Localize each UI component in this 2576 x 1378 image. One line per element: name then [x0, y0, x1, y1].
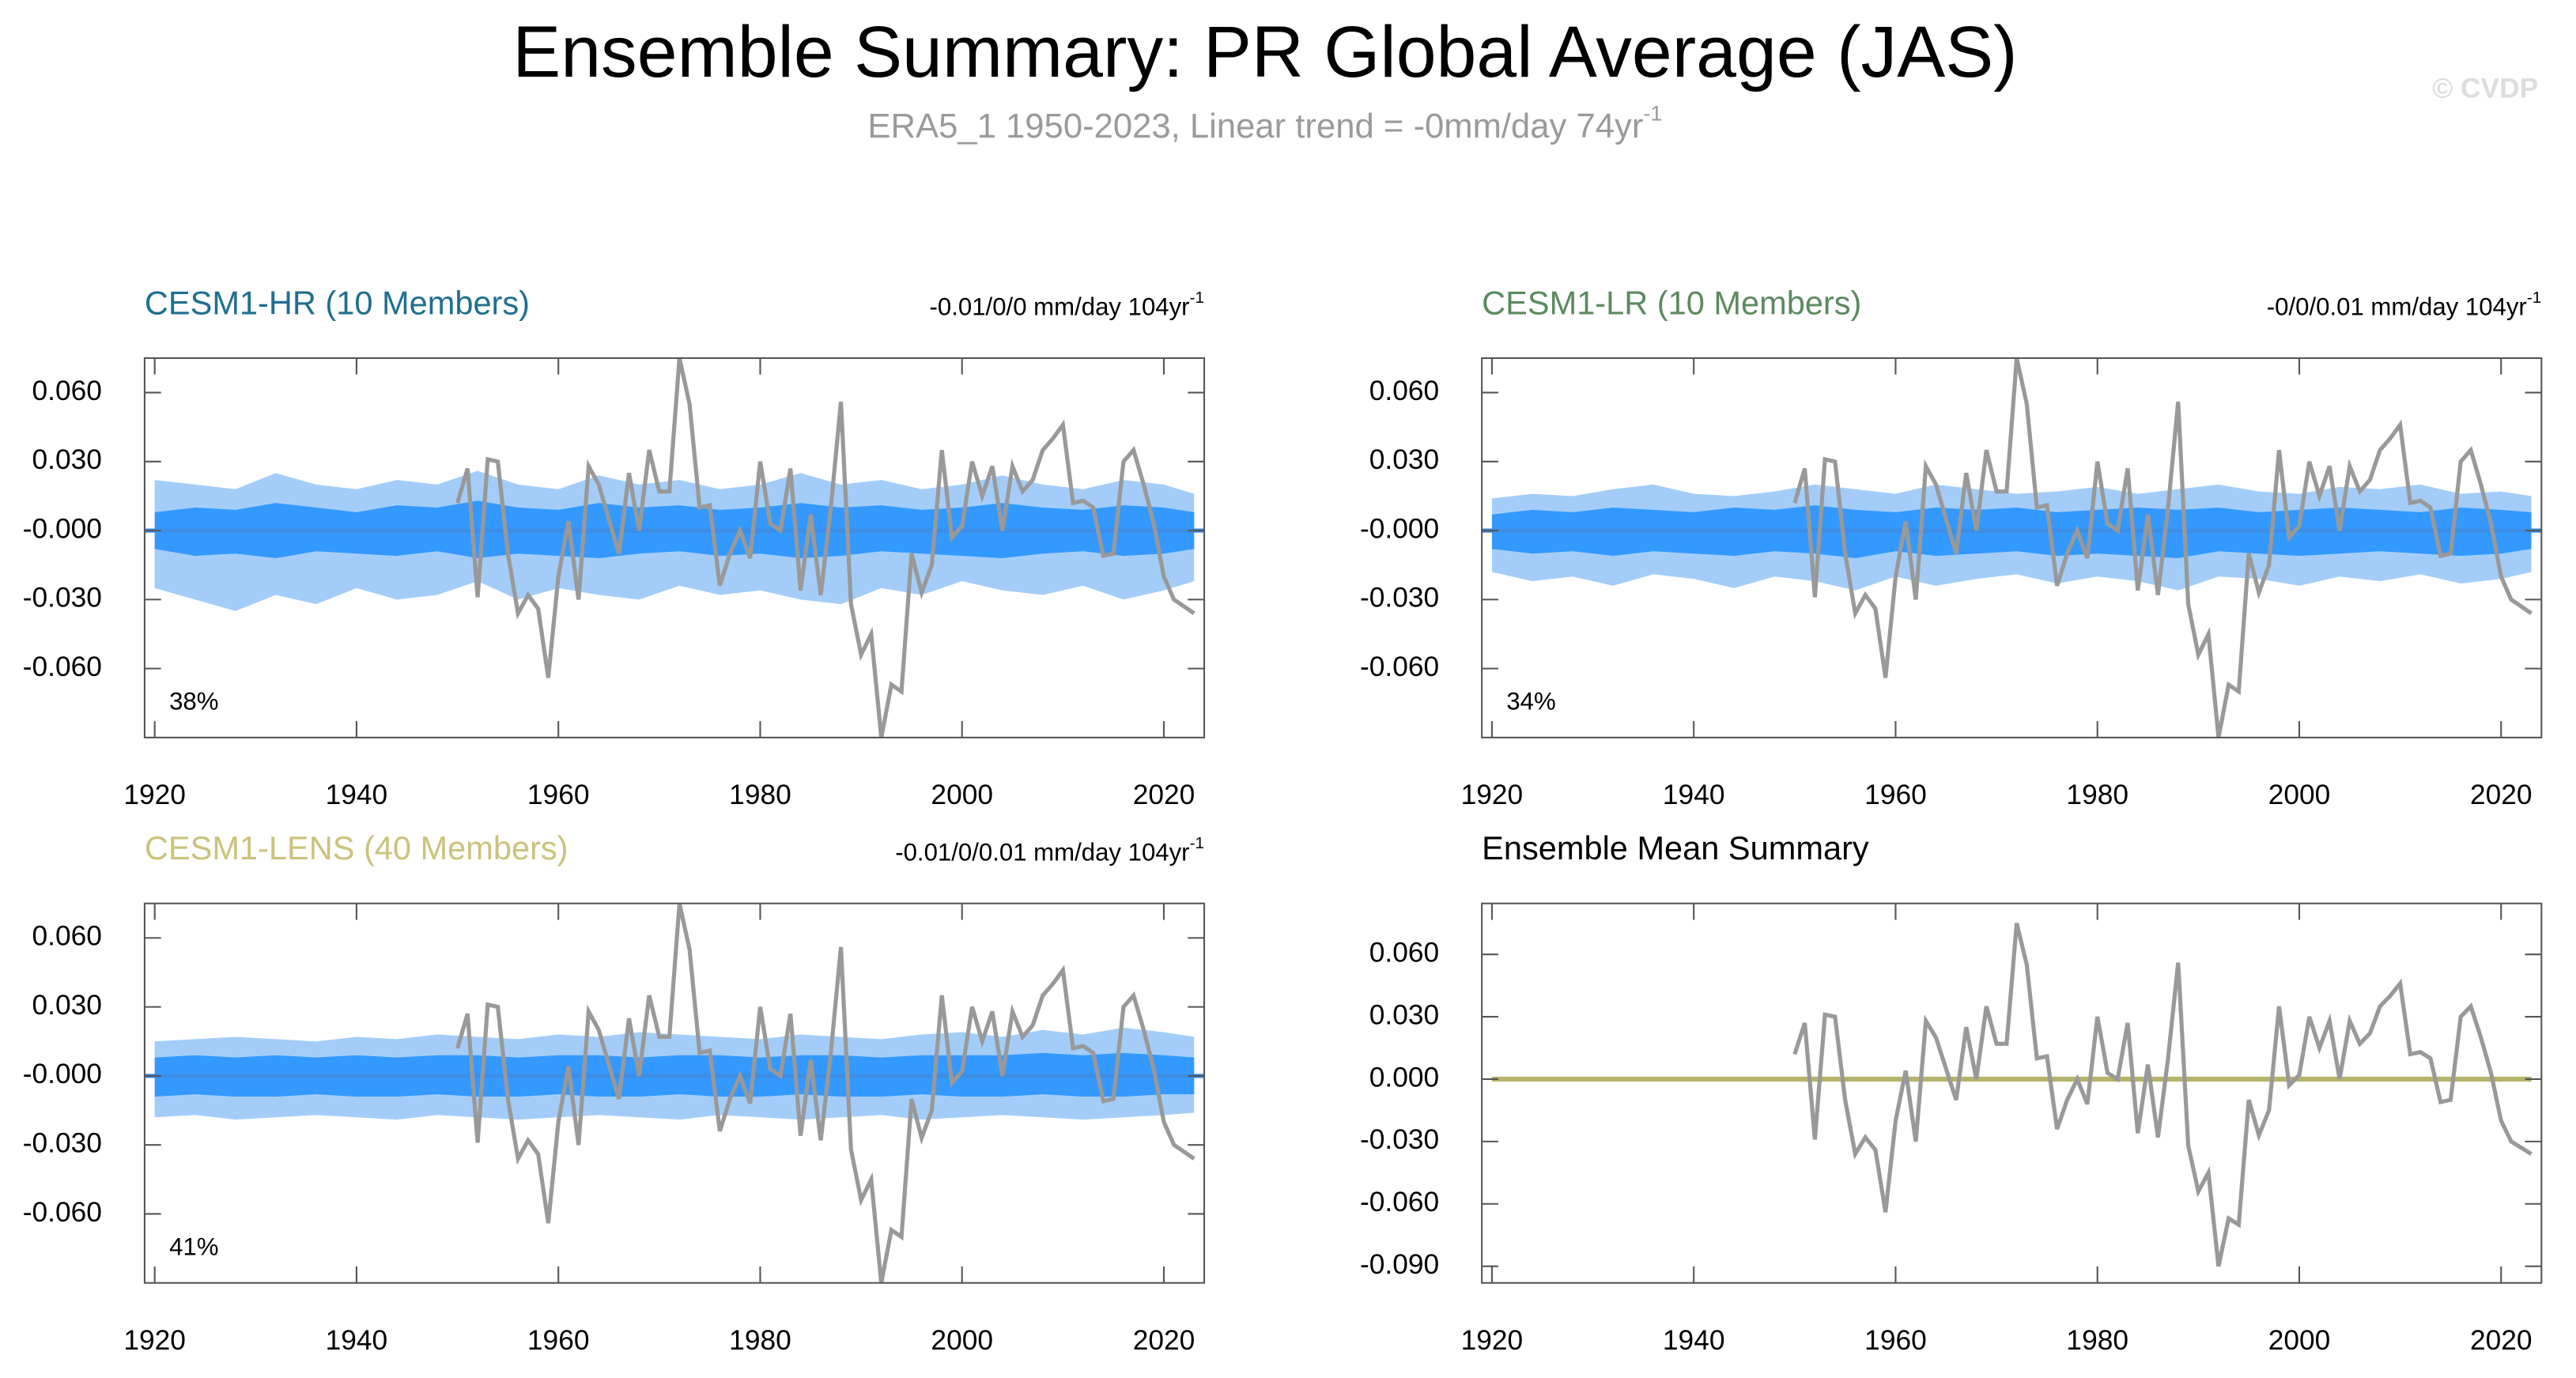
subtitle-text: ERA5_1 1950-2023, Linear trend = -0mm/da… [867, 108, 1643, 145]
y-tick-label: 0.030 [32, 444, 102, 475]
y-tick-label: -0.000 [23, 1059, 102, 1089]
x-tick-label: 2000 [2268, 780, 2331, 810]
x-tick-label: 1940 [326, 1325, 388, 1356]
x-tick-label: 1980 [2066, 780, 2128, 810]
y-tick-label: 0.060 [32, 376, 102, 406]
observed-line [1792, 357, 2533, 738]
x-tick-label: 1940 [1663, 780, 1725, 810]
y-tick-label: -0.030 [1360, 583, 1439, 613]
trend-text: -0/0/0.01 mm/day 104yr [2267, 293, 2527, 321]
percent-label: 38% [169, 687, 218, 715]
y-tick-label: -0.000 [23, 513, 102, 544]
x-tick-label: 1940 [326, 780, 388, 810]
plot-frame [1481, 357, 2543, 738]
y-tick-label: -0.060 [1360, 1187, 1439, 1218]
subtitle-superscript: -1 [1643, 102, 1662, 126]
x-tick-label: 1920 [123, 1325, 186, 1356]
x-tick-label: 1980 [729, 1325, 791, 1356]
x-tick-label: 2000 [2268, 1325, 2331, 1356]
y-tick-label: -0.000 [1360, 513, 1439, 544]
x-tick-label: 2020 [2470, 780, 2533, 810]
y-tick-label: 0.060 [1369, 938, 1439, 968]
x-tick-label: 1920 [1461, 780, 1524, 810]
x-tick-label: 2000 [931, 1325, 993, 1356]
plot-area [1491, 923, 2533, 1267]
percent-label: 34% [1506, 687, 1555, 715]
trend-superscript: -1 [1190, 834, 1204, 852]
x-tick-label: 2020 [1133, 780, 1195, 810]
plot-frame [143, 902, 1206, 1284]
plot-area [1482, 357, 2542, 738]
y-tick-label: 0.030 [1369, 444, 1439, 475]
y-tick-label: 0.000 [1369, 1062, 1439, 1093]
y-tick-label: 0.060 [1369, 376, 1439, 406]
y-tick-label: 0.060 [32, 921, 102, 952]
y-tick-label: -0.060 [1360, 651, 1439, 682]
observed-line [455, 903, 1195, 1283]
trend-label: -0.01/0/0.01 mm/day 104yr-1 [895, 834, 1204, 866]
x-tick-label: 1980 [729, 780, 791, 810]
percent-label: 41% [169, 1233, 218, 1260]
panel-title: Ensemble Mean Summary [1482, 829, 1869, 866]
y-tick-label: 0.030 [1369, 999, 1439, 1030]
y-tick-label: -0.030 [1360, 1124, 1439, 1155]
plot-frame [143, 357, 1206, 738]
figure-title: Ensemble Summary: PR Global Average (JAS… [512, 12, 2017, 92]
observed-line [1792, 923, 2533, 1267]
x-tick-label: 2020 [1133, 1325, 1195, 1356]
panel-title: CESM1-LR (10 Members) [1482, 284, 1861, 321]
x-tick-label: 1960 [1864, 1325, 1927, 1356]
trend-superscript: -1 [1190, 289, 1204, 308]
y-tick-label: 0.030 [32, 990, 102, 1021]
x-tick-label: 1960 [1864, 780, 1927, 810]
y-tick-label: -0.090 [1360, 1249, 1439, 1280]
plot-area [144, 357, 1205, 738]
trend-superscript: -1 [2527, 289, 2541, 308]
y-tick-label: -0.060 [23, 1197, 102, 1228]
trend-label: -0/0/0.01 mm/day 104yr-1 [2267, 289, 2542, 321]
x-tick-label: 1980 [2066, 1325, 2128, 1356]
x-tick-label: 2020 [2470, 1325, 2533, 1356]
x-tick-label: 1940 [1663, 1325, 1725, 1356]
x-tick-label: 2000 [931, 780, 993, 810]
panel-title: CESM1-LENS (40 Members) [145, 829, 568, 866]
x-tick-label: 1920 [1461, 1325, 1524, 1356]
credit: © CVDP [2432, 74, 2538, 104]
trend-text: -0.01/0/0 mm/day 104yr [930, 293, 1190, 321]
x-tick-label: 1920 [123, 780, 186, 810]
trend-text: -0.01/0/0.01 mm/day 104yr [895, 839, 1189, 866]
trend-label: -0.01/0/0 mm/day 104yr-1 [930, 289, 1205, 321]
x-tick-label: 1960 [527, 1325, 590, 1356]
plot-area [144, 903, 1205, 1283]
x-tick-label: 1960 [527, 780, 590, 810]
plot-frame [1481, 902, 2543, 1284]
y-tick-label: -0.030 [23, 583, 102, 613]
y-tick-label: -0.030 [23, 1127, 102, 1158]
y-tick-label: -0.060 [23, 651, 102, 682]
figure-subtitle: ERA5_1 1950-2023, Linear trend = -0mm/da… [867, 102, 1662, 145]
observed-line [455, 357, 1195, 738]
panel-title: CESM1-HR (10 Members) [145, 284, 530, 321]
